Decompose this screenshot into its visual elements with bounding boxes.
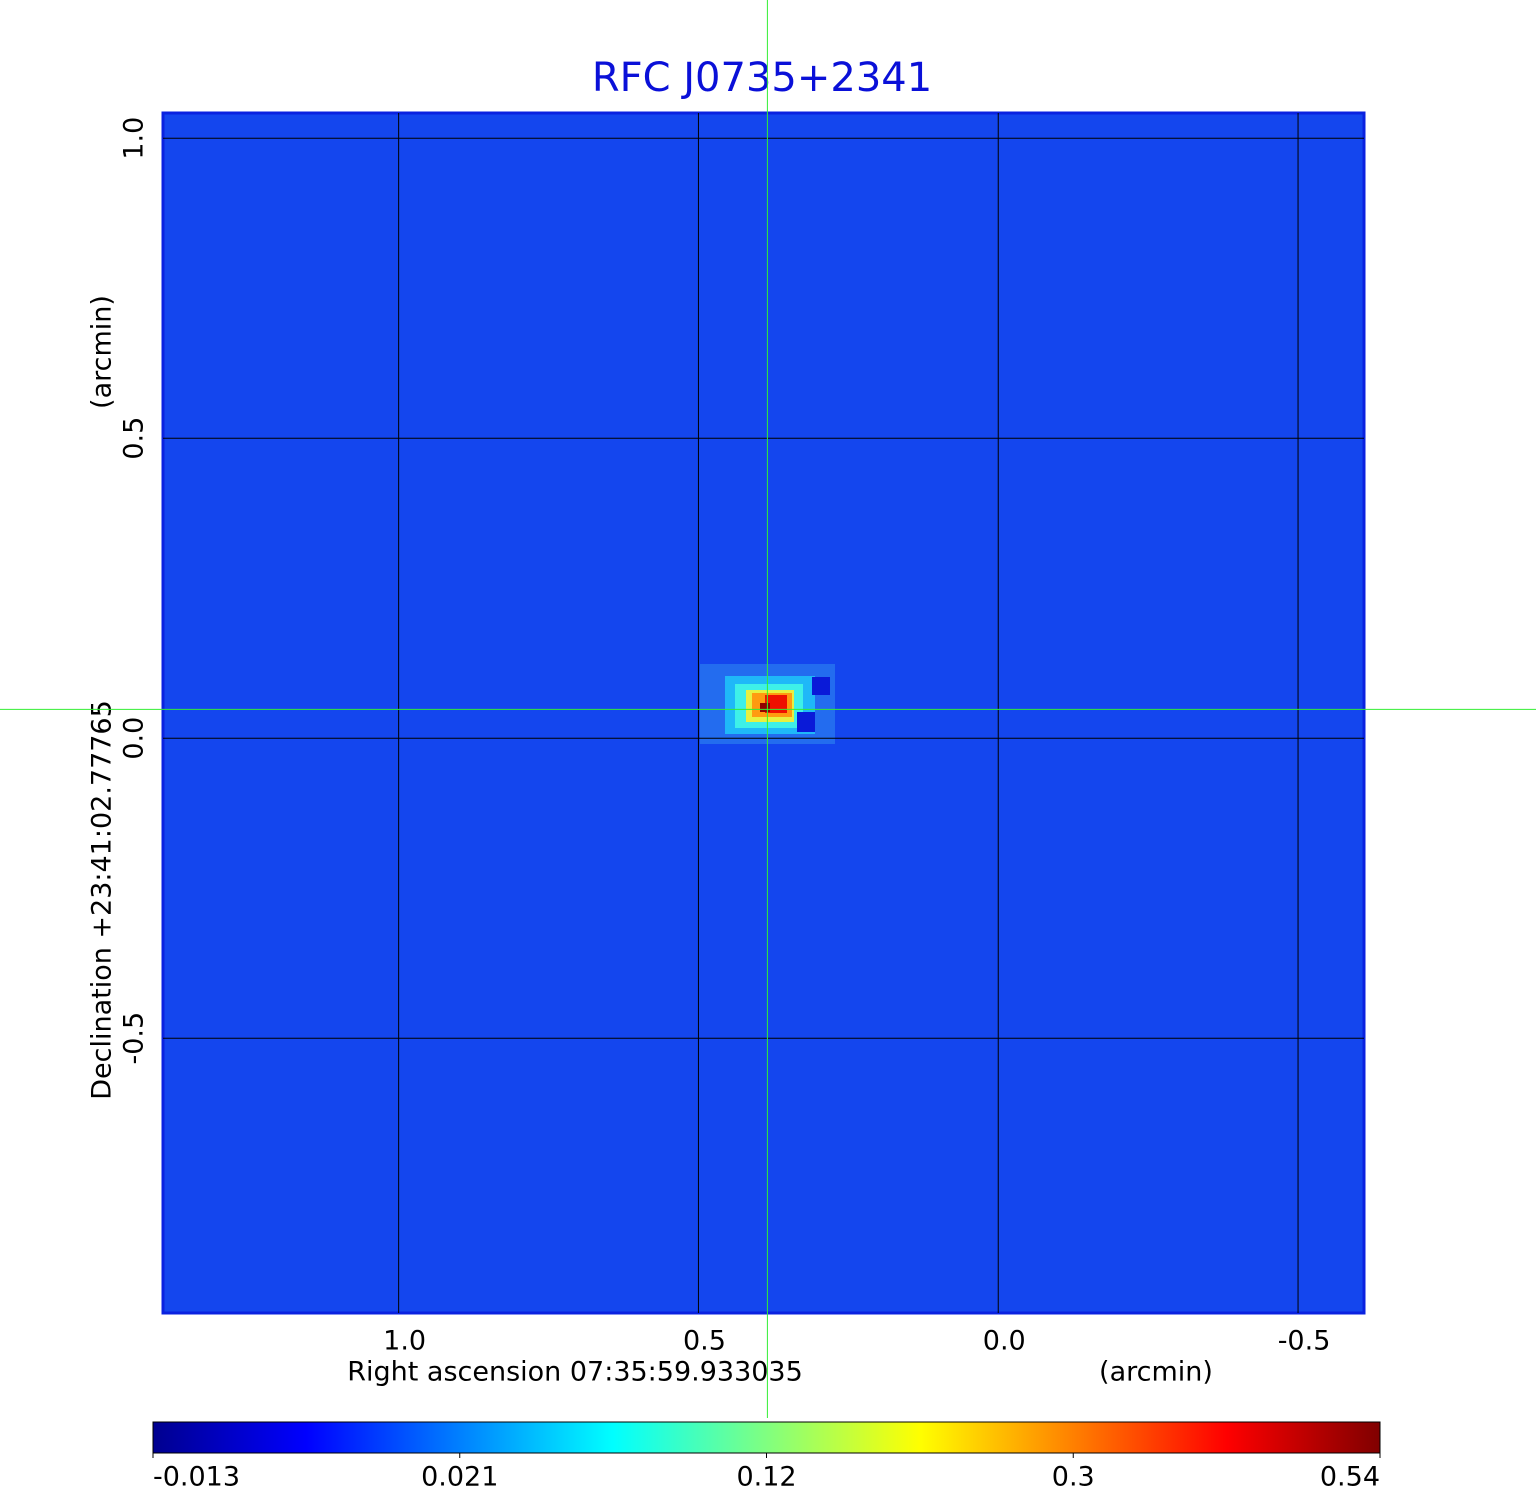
y-axis-unit: (arcmin): [87, 295, 118, 409]
y-tick-label: 1.0: [119, 117, 150, 160]
y-axis-label: Declination +23:41:02.77765: [87, 700, 118, 1100]
colorbar-tick-label: 0.12: [736, 1462, 796, 1493]
x-tick-label: 1.0: [383, 1326, 426, 1357]
chart-title: RFC J0735+2341: [592, 55, 932, 101]
colorbar-tick-label: 0.3: [1052, 1462, 1095, 1493]
plot-frame: [161, 111, 1366, 1315]
x-tick-label: -0.5: [1278, 1326, 1331, 1357]
y-tick-label: 0.0: [119, 717, 150, 760]
y-tick-label: 0.5: [119, 417, 150, 460]
y-tick-label: -0.5: [119, 1012, 150, 1065]
x-tick-label: 0.0: [983, 1326, 1026, 1357]
colorbar: [152, 1421, 1381, 1454]
colorbar-tick-label: -0.013: [153, 1462, 240, 1493]
x-tick-label: 0.5: [683, 1326, 726, 1357]
x-axis-unit: (arcmin): [1099, 1357, 1213, 1388]
x-axis-label: Right ascension 07:35:59.933035: [347, 1357, 803, 1388]
colorbar-tick-label: 0.54: [1320, 1462, 1380, 1493]
colorbar-tick-label: 0.021: [421, 1462, 498, 1493]
